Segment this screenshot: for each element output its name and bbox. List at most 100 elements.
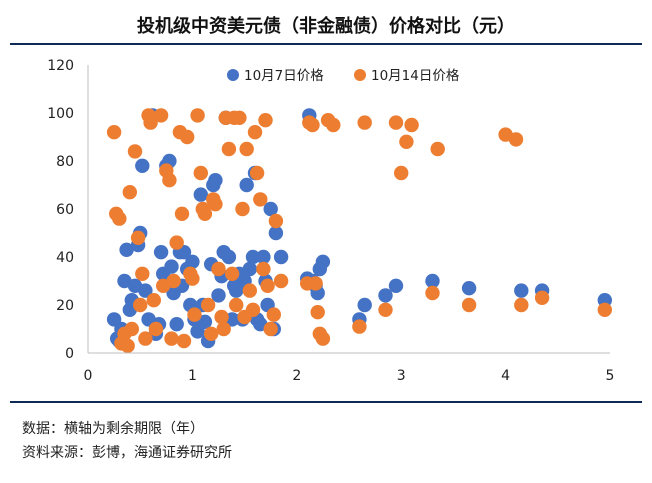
data-point: [310, 305, 325, 320]
data-point: [399, 134, 414, 149]
data-point: [357, 115, 372, 130]
data-points: [106, 108, 612, 353]
data-point: [239, 141, 254, 157]
y-tick-label: 20: [56, 298, 74, 314]
data-point: [174, 206, 190, 221]
data-point: [148, 321, 164, 337]
x-tick-label: 4: [501, 368, 510, 384]
y-tick-label: 80: [56, 154, 74, 170]
data-point: [204, 326, 219, 341]
data-point: [211, 261, 226, 277]
data-point: [208, 173, 223, 188]
data-point: [185, 271, 200, 286]
footer-divider: [10, 401, 642, 403]
x-tick-label: 5: [606, 368, 615, 384]
data-point: [127, 144, 143, 159]
data-point: [268, 225, 284, 241]
data-point: [169, 235, 184, 250]
data-point: [514, 283, 529, 298]
legend-marker: [227, 69, 239, 81]
data-point: [197, 314, 213, 329]
data-point: [394, 165, 409, 181]
y-tick-label: 40: [56, 250, 74, 266]
data-point: [245, 249, 261, 265]
data-point: [135, 158, 150, 173]
y-tick-label: 100: [47, 106, 74, 122]
data-point: [229, 297, 244, 313]
title-divider: [10, 43, 642, 45]
data-point: [514, 297, 529, 313]
data-point: [138, 283, 153, 298]
data-point: [143, 115, 158, 130]
chart-legend: 10月7日价格 10月14日价格: [227, 68, 460, 84]
data-point: [232, 110, 247, 126]
data-point: [253, 192, 268, 207]
data-point: [534, 290, 550, 305]
data-point: [221, 249, 237, 265]
data-point: [461, 297, 477, 313]
data-point: [185, 254, 200, 269]
data-point: [597, 302, 612, 317]
y-tick-label: 0: [65, 346, 74, 362]
data-point: [268, 213, 284, 229]
data-point: [239, 177, 254, 193]
data-point: [138, 331, 153, 346]
data-point: [133, 297, 148, 313]
data-point: [221, 141, 237, 157]
data-point: [164, 331, 179, 346]
data-point: [247, 125, 263, 140]
y-tick-label: 120: [47, 58, 74, 74]
data-point: [187, 307, 202, 322]
data-point: [120, 338, 135, 353]
x-tick-label: 1: [188, 368, 197, 384]
data-point: [153, 245, 169, 260]
axis-note: 数据：横轴为剩余期限（年）: [22, 421, 204, 437]
scatter-plot: 10月7日价格 10月14日价格 0 20 40 60 80 100 120 0 1 2 3 4 5: [47, 58, 615, 384]
data-point: [190, 108, 205, 123]
data-point: [112, 211, 127, 226]
series-2: [106, 108, 612, 353]
data-point: [235, 201, 250, 217]
data-point: [242, 261, 257, 277]
data-point: [305, 117, 320, 133]
data-point: [308, 276, 323, 291]
legend-marker: [354, 69, 366, 81]
data-point: [425, 273, 440, 289]
data-point: [315, 331, 331, 346]
data-point: [404, 117, 419, 133]
data-point: [211, 288, 226, 303]
data-point: [388, 278, 404, 293]
data-point: [193, 165, 208, 181]
data-point: [162, 173, 177, 188]
data-point: [256, 261, 271, 277]
data-point: [216, 321, 231, 337]
data-point: [425, 285, 440, 301]
data-point: [214, 309, 229, 325]
data-point: [273, 273, 289, 289]
data-point: [256, 249, 271, 265]
data-point: [208, 197, 223, 212]
data-point: [224, 266, 240, 281]
data-point: [124, 321, 139, 337]
source-note: 资料来源：彭博，海通证券研究所: [22, 445, 232, 461]
data-point: [197, 206, 213, 221]
legend-label: 10月14日价格: [371, 68, 460, 84]
data-point: [258, 113, 273, 128]
data-point: [326, 117, 341, 133]
legend-label: 10月7日价格: [244, 68, 324, 84]
data-point: [146, 293, 161, 308]
data-point: [176, 333, 192, 349]
series-1: [106, 108, 612, 349]
data-point: [164, 259, 179, 274]
data-point: [122, 185, 137, 200]
data-point: [229, 283, 244, 298]
data-point: [106, 125, 122, 140]
data-point: [315, 254, 331, 269]
data-point: [245, 302, 261, 317]
y-tick-label: 60: [56, 202, 74, 218]
data-point: [119, 242, 134, 257]
x-tick-label: 0: [84, 368, 93, 384]
data-point: [430, 141, 445, 157]
data-point: [200, 297, 216, 313]
data-point: [130, 230, 146, 245]
